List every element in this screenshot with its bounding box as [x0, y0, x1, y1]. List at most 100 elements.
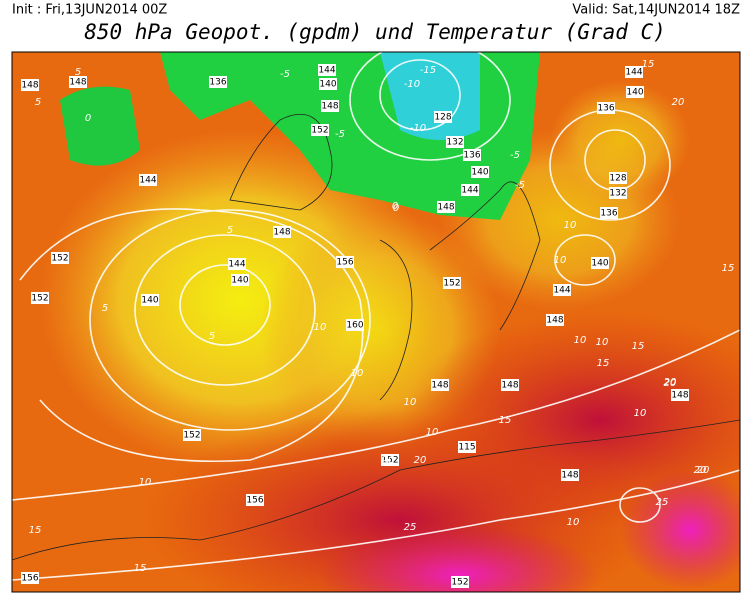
temperature-label: 10 [139, 477, 152, 488]
height-label-box [336, 256, 354, 268]
height-label-box [346, 319, 364, 331]
height-label-box [31, 292, 49, 304]
height-label: 148 [69, 78, 86, 88]
height-label-box [463, 149, 481, 161]
height-label: 136 [597, 104, 614, 114]
temperature-label: 10 [634, 408, 647, 419]
height-label: 152 [381, 456, 398, 466]
height-label: 144 [318, 66, 335, 76]
height-label-box [431, 379, 449, 391]
height-label: 148 [501, 381, 518, 391]
height-label-box [446, 136, 464, 148]
height-label: 144 [625, 68, 642, 78]
height-label: 148 [431, 381, 448, 391]
height-label: 160 [346, 321, 363, 331]
temperature-label: 5 [35, 97, 41, 108]
height-label: 140 [471, 168, 488, 178]
height-label-box [609, 187, 627, 199]
height-label-box [231, 274, 249, 286]
valid-time: Valid: Sat,14JUN2014 18Z [572, 3, 740, 18]
height-label: 140 [591, 259, 608, 269]
temperature-label: 5 [209, 331, 215, 342]
temperature-label: 0 [392, 201, 398, 212]
height-label: 156 [336, 258, 353, 268]
temperature-label: 20 [382, 455, 395, 466]
init-time: Init : Fri,13JUN2014 00Z [12, 3, 167, 18]
height-label: 148 [21, 81, 38, 91]
height-label-box [141, 294, 159, 306]
height-label: 128 [434, 113, 451, 123]
temperature-label: 10 [564, 220, 577, 231]
height-label-box [183, 429, 201, 441]
height-label-box [553, 284, 571, 296]
temperature-label: 10 [574, 335, 587, 346]
height-label-box [626, 86, 644, 98]
height-label: 140 [626, 88, 643, 98]
height-label: 136 [600, 209, 617, 219]
height-label-box [443, 277, 461, 289]
temperature-label: -15 [420, 65, 436, 76]
height-label-box [501, 379, 519, 391]
height-label-box [609, 172, 627, 184]
map-field [12, 52, 740, 592]
temperature-label: 5 [75, 67, 81, 78]
temperature-label: 15 [722, 263, 735, 274]
temperature-label: 15 [597, 358, 610, 369]
temperature-label: 10 [554, 255, 567, 266]
height-label: 144 [228, 260, 245, 270]
temperature-label: 20 [664, 378, 677, 389]
height-label-box [434, 111, 452, 123]
height-label-box [273, 226, 291, 238]
height-label-box [591, 257, 609, 269]
temperature-label: 20 [664, 377, 677, 388]
temperature-label: 15 [29, 525, 42, 536]
temperature-label: -10 [404, 79, 420, 90]
temperature-label: -5 [280, 69, 290, 80]
height-label-box [51, 252, 69, 264]
height-label-box [246, 494, 264, 506]
height-label: 148 [546, 316, 563, 326]
temperature-label: 5 [227, 225, 233, 236]
temperature-label: 10 [596, 337, 609, 348]
height-label: 128 [609, 174, 626, 184]
height-label-box [625, 66, 643, 78]
temperature-label: 10 [404, 397, 417, 408]
temperature-label: -10 [410, 123, 426, 134]
height-label-box [228, 258, 246, 270]
height-label: 148 [437, 203, 454, 213]
temperature-label: 5 [102, 303, 108, 314]
height-label: 132 [609, 189, 626, 199]
height-label: 148 [561, 471, 578, 481]
height-label: 148 [671, 391, 688, 401]
temperature-label: 20 [672, 97, 685, 108]
temperature-label: 0 [393, 203, 399, 214]
height-label: 132 [446, 138, 463, 148]
temperature-label: 0 [85, 113, 91, 124]
height-label-box [671, 389, 689, 401]
height-label: 144 [461, 186, 478, 196]
height-label-box [461, 184, 479, 196]
height-label: 148 [273, 228, 290, 238]
temperature-label: 15 [134, 563, 147, 574]
height-label: 152 [51, 254, 68, 264]
height-label: 144 [139, 176, 156, 186]
height-label: 140 [231, 276, 248, 286]
height-label: 152 [183, 431, 200, 441]
temperature-label: 25 [404, 522, 417, 533]
height-label: 136 [209, 78, 226, 88]
height-label: 152 [31, 294, 48, 304]
temperature-label: 15 [642, 59, 655, 70]
height-label-box [471, 166, 489, 178]
height-label: 152 [451, 578, 468, 588]
height-label-box [69, 76, 87, 88]
temperature-label: 20 [697, 465, 710, 476]
height-label: 152 [311, 126, 328, 136]
height-label-box [318, 64, 336, 76]
height-label-box [561, 469, 579, 481]
temperature-label: 15 [632, 341, 645, 352]
height-label: 152 [443, 279, 460, 289]
height-label-box [437, 201, 455, 213]
height-label-box [209, 76, 227, 88]
height-label: 156 [246, 496, 263, 506]
temperature-label: 20 [694, 465, 707, 476]
